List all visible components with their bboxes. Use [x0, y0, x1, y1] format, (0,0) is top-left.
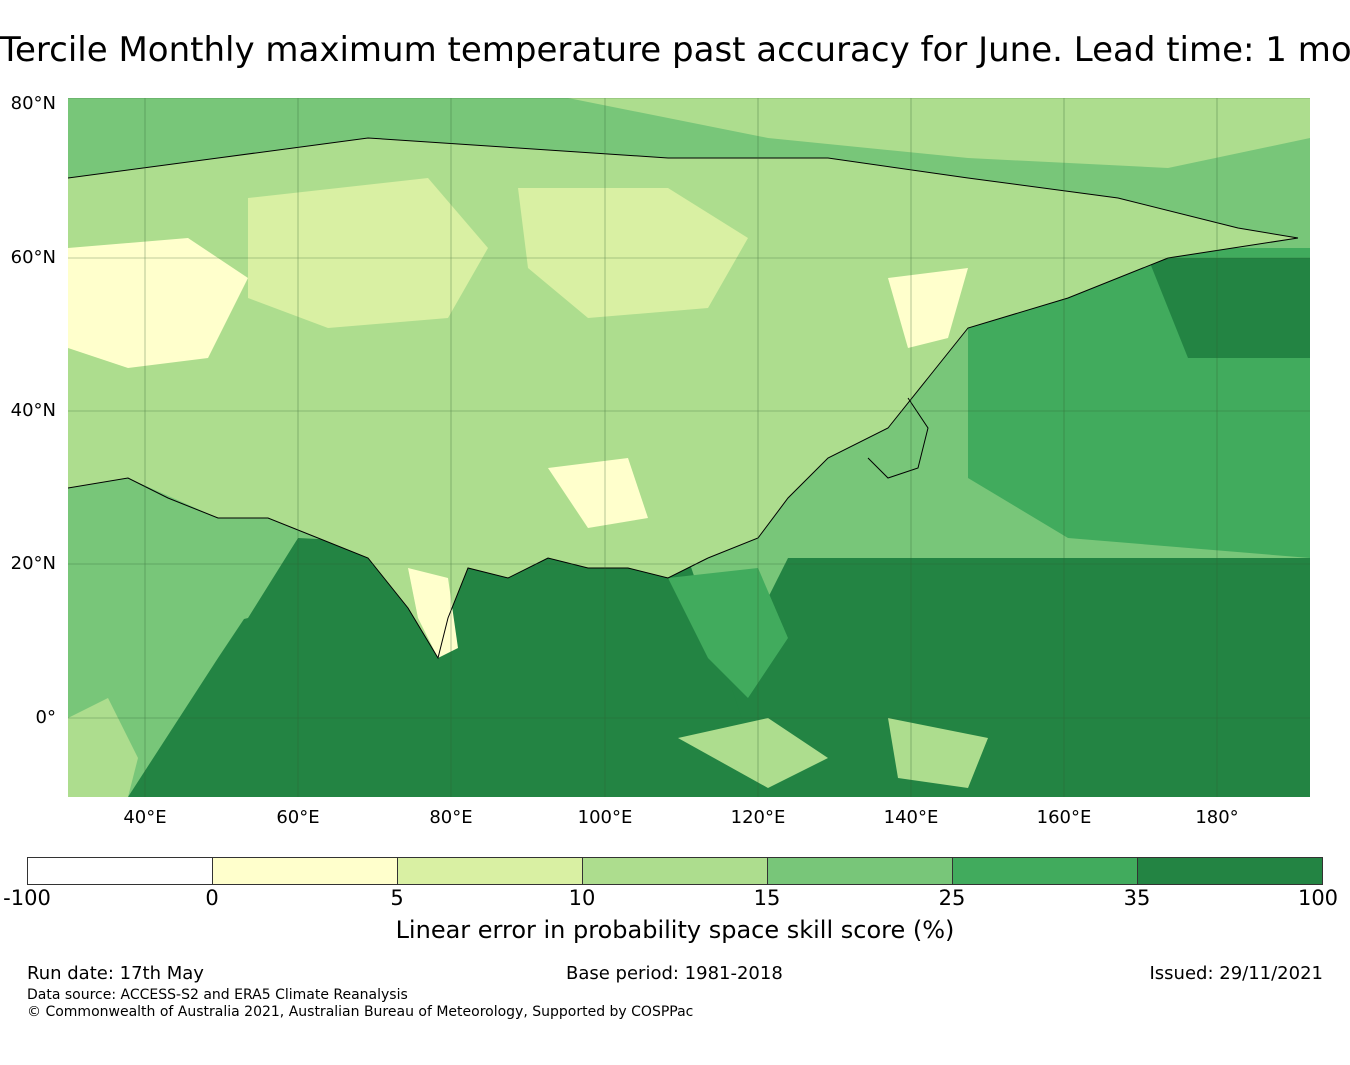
issued-date: Issued: 29/11/2021 [1149, 963, 1323, 984]
japan-coastline [867, 397, 929, 479]
pacific-coastline [707, 237, 1299, 559]
land-patch-siberia-central [518, 188, 748, 318]
colorbar-tick: -100 [3, 886, 51, 910]
lon-label-120e: 120°E [730, 807, 786, 828]
lon-label-60e: 60°E [276, 807, 320, 828]
colorbar-tick: 15 [753, 886, 781, 910]
land-low-skill-west [68, 238, 248, 368]
lat-label-20n: 20°N [10, 553, 56, 574]
land-low-skill-tibet [548, 458, 648, 528]
run-date: Run date: 17th May [27, 963, 204, 984]
map-panel [68, 98, 1310, 797]
lon-label-140e: 140°E [883, 807, 939, 828]
colorbar-tick: 35 [1123, 886, 1151, 910]
land-patch-siberia-west [248, 178, 488, 328]
colorbar-segment [1138, 858, 1322, 884]
colorbar-segment [768, 858, 953, 884]
north-pacific-core [1148, 258, 1310, 358]
lat-label-80n: 80°N [10, 93, 56, 114]
southern-coastline [68, 477, 709, 660]
colorbar-segment [28, 858, 213, 884]
colorbar-tick: 10 [568, 886, 596, 910]
skill-map [68, 98, 1310, 797]
copyright: © Commonwealth of Australia 2021, Austra… [27, 1004, 694, 1020]
lon-label-160e: 160°E [1036, 807, 1092, 828]
land-low-skill-kamchatka [888, 268, 968, 348]
indian-ocean-high-skill [128, 538, 768, 797]
lon-label-180: 180° [1195, 807, 1239, 828]
colorbar-tick: 25 [938, 886, 966, 910]
colorbar-segment [583, 858, 768, 884]
colorbar-segment [213, 858, 398, 884]
lon-label-80e: 80°E [429, 807, 473, 828]
arctic-coastline [68, 137, 1299, 239]
lon-label-100e: 100°E [577, 807, 633, 828]
lat-label-60n: 60°N [10, 247, 56, 268]
arabia-land [68, 478, 298, 718]
data-source: Data source: ACCESS-S2 and ERA5 Climate … [27, 987, 408, 1003]
base-period: Base period: 1981-2018 [566, 963, 783, 984]
new-guinea-land [888, 718, 988, 788]
maritime-islands [678, 718, 828, 788]
colorbar-tick: 5 [390, 886, 404, 910]
land-low-skill-india [408, 568, 458, 658]
colorbar-tick: 0 [205, 886, 219, 910]
pacific-high-skill [668, 558, 1310, 797]
lat-label-40n: 40°N [10, 400, 56, 421]
africa-land [68, 698, 138, 797]
arctic-band [568, 98, 1310, 168]
colorbar-segment [953, 858, 1138, 884]
lat-label-0: 0° [35, 707, 56, 728]
chart-title: Tercile Monthly maximum temperature past… [0, 30, 1350, 70]
lon-label-40e: 40°E [123, 807, 167, 828]
graticule [68, 98, 1310, 797]
colorbar-segment [398, 858, 583, 884]
colorbar [27, 857, 1323, 885]
colorbar-label: Linear error in probability space skill … [395, 916, 955, 944]
colorbar-tick: 100 [1297, 886, 1339, 910]
